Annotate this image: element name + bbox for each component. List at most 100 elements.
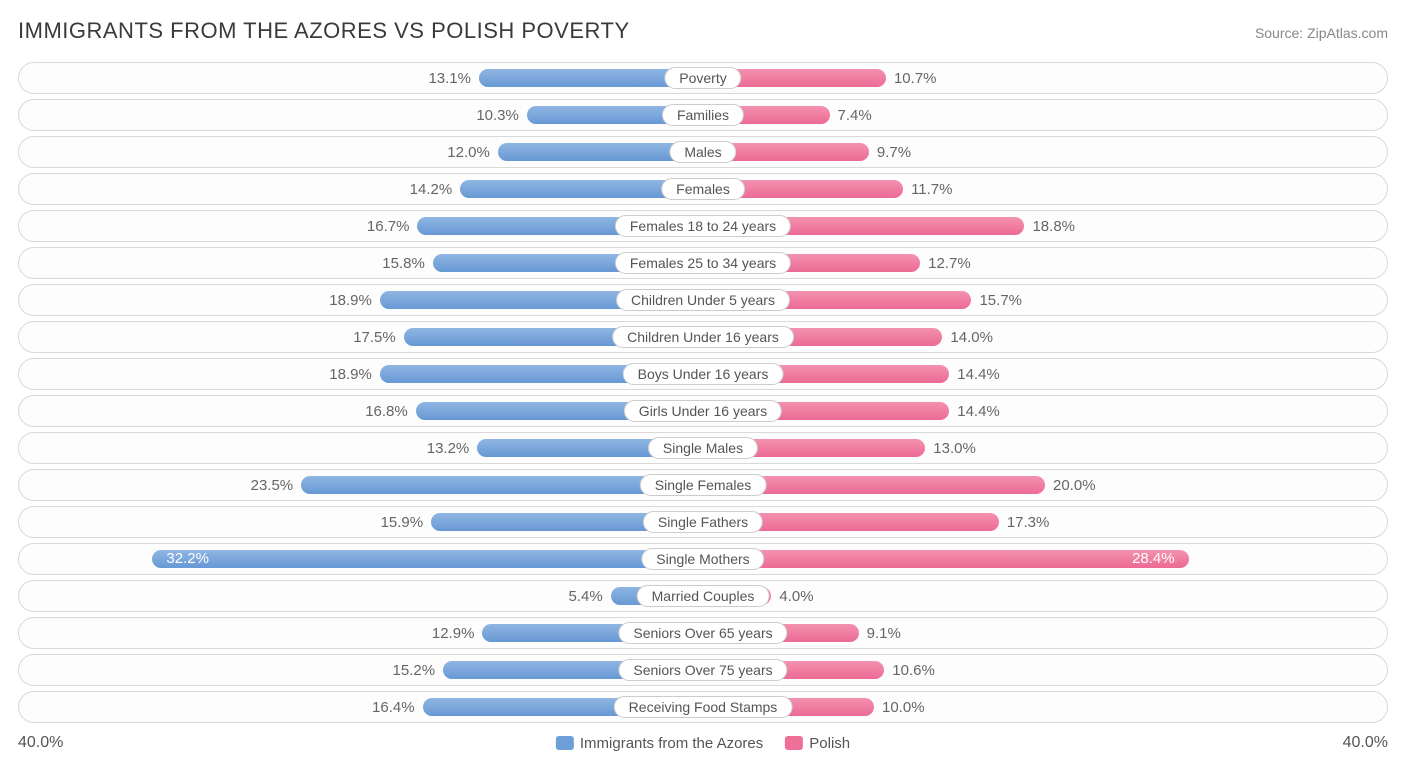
left-value-label: 12.9% <box>424 625 483 642</box>
left-value-label: 23.5% <box>243 477 302 494</box>
chart-row: 16.8%14.4%Girls Under 16 years <box>18 395 1388 427</box>
left-value-label: 16.4% <box>364 699 423 716</box>
left-bar: 32.2% <box>152 550 703 568</box>
row-right-half: 10.6% <box>703 655 1387 685</box>
right-value-label: 7.4% <box>830 107 880 124</box>
legend-item-left: Immigrants from the Azores <box>556 735 763 752</box>
right-value-label: 9.7% <box>869 144 919 161</box>
left-value-label: 15.8% <box>374 255 433 272</box>
category-label: Females <box>661 178 745 200</box>
row-right-half: 28.4% <box>703 544 1387 574</box>
axis-max-right: 40.0% <box>1343 734 1388 752</box>
diverging-bar-chart: 13.1% 10.7% Poverty 10.3% 7.4% Families 12.0% 9… <box>18 62 1388 723</box>
row-left-half: 15.8% <box>19 248 703 278</box>
right-value-label: 14.0% <box>942 329 1001 346</box>
row-right-half: 18.8% <box>703 211 1387 241</box>
header: IMMIGRANTS FROM THE AZORES VS POLISH POV… <box>18 18 1388 44</box>
row-right-half: 7.4% <box>703 100 1387 130</box>
left-value-label: 13.1% <box>420 70 479 87</box>
chart-row: 32.2%28.4%Single Mothers <box>18 543 1388 575</box>
chart-row: 18.9% 14.4% Boys Under 16 years <box>18 358 1388 390</box>
row-left-half: 10.3% <box>19 100 703 130</box>
row-right-half: 9.1% <box>703 618 1387 648</box>
category-label: Seniors Over 65 years <box>618 622 787 644</box>
row-left-half: 18.9% <box>19 285 703 315</box>
row-left-half: 13.1% <box>19 63 703 93</box>
category-label: Single Fathers <box>643 511 763 533</box>
row-left-half: 13.2% <box>19 433 703 463</box>
category-label: Males <box>669 141 736 163</box>
right-value-label: 10.0% <box>874 699 933 716</box>
category-label: Children Under 16 years <box>612 326 794 348</box>
left-value-label: 5.4% <box>560 588 610 605</box>
row-right-half: 10.0% <box>703 692 1387 722</box>
category-label: Boys Under 16 years <box>623 363 784 385</box>
row-left-half: 12.0% <box>19 137 703 167</box>
row-left-half: 14.2% <box>19 174 703 204</box>
source-label: Source: ZipAtlas.com <box>1255 25 1388 41</box>
category-label: Poverty <box>664 67 741 89</box>
row-left-half: 17.5% <box>19 322 703 352</box>
row-right-half: 20.0% <box>703 470 1387 500</box>
row-right-half: 13.0% <box>703 433 1387 463</box>
right-bar: 28.4% <box>703 550 1189 568</box>
left-value-label: 17.5% <box>345 329 404 346</box>
legend-item-right: Polish <box>785 735 850 752</box>
category-label: Single Females <box>640 474 767 496</box>
left-value-label: 15.9% <box>373 514 432 531</box>
axis-max-left: 40.0% <box>18 734 63 752</box>
legend-swatch-right <box>785 736 803 750</box>
left-value-label: 10.3% <box>468 107 527 124</box>
right-value-label: 20.0% <box>1045 477 1104 494</box>
chart-row: 12.0% 9.7% Males <box>18 136 1388 168</box>
right-value-label: 10.6% <box>884 662 943 679</box>
chart-row: 13.2% 13.0% Single Males <box>18 432 1388 464</box>
chart-row: 5.4% 4.0%Married Couples <box>18 580 1388 612</box>
right-value-label: 14.4% <box>949 366 1008 383</box>
legend: Immigrants from the Azores Polish <box>556 735 850 752</box>
legend-label-right: Polish <box>809 735 850 752</box>
legend-swatch-left <box>556 736 574 750</box>
category-label: Single Males <box>648 437 758 459</box>
category-label: Families <box>662 104 744 126</box>
right-value-label: 18.8% <box>1024 218 1083 235</box>
row-right-half: 11.7% <box>703 174 1387 204</box>
row-right-half: 9.7% <box>703 137 1387 167</box>
row-right-half: 4.0% <box>703 581 1387 611</box>
left-value-label: 13.2% <box>419 440 478 457</box>
chart-row: 15.9% 17.3%Single Fathers <box>18 506 1388 538</box>
row-right-half: 17.3% <box>703 507 1387 537</box>
category-label: Seniors Over 75 years <box>618 659 787 681</box>
right-value-label: 13.0% <box>925 440 984 457</box>
left-value-label: 14.2% <box>402 181 461 198</box>
row-left-half: 16.7% <box>19 211 703 241</box>
chart-row: 14.2% 11.7% Females <box>18 173 1388 205</box>
chart-row: 16.7% 18.8% Females 18 to 24 years <box>18 210 1388 242</box>
row-left-half: 12.9% <box>19 618 703 648</box>
left-value-label: 18.9% <box>321 292 380 309</box>
right-value-label: 10.7% <box>886 70 945 87</box>
category-label: Receiving Food Stamps <box>614 696 793 718</box>
legend-label-left: Immigrants from the Azores <box>580 735 763 752</box>
chart-row: 16.4% 10.0% Receiving Food Stamps <box>18 691 1388 723</box>
category-label: Single Mothers <box>641 548 764 570</box>
row-left-half: 5.4% <box>19 581 703 611</box>
row-left-half: 16.8% <box>19 396 703 426</box>
row-left-half: 15.2% <box>19 655 703 685</box>
right-value-label: 11.7% <box>903 181 960 198</box>
chart-row: 13.1% 10.7% Poverty <box>18 62 1388 94</box>
category-label: Females 18 to 24 years <box>615 215 791 237</box>
chart-title: IMMIGRANTS FROM THE AZORES VS POLISH POV… <box>18 18 630 44</box>
left-value-label: 12.0% <box>439 144 498 161</box>
left-value-label: 18.9% <box>321 366 380 383</box>
row-right-half: 14.0% <box>703 322 1387 352</box>
chart-row: 23.5% 20.0% Single Females <box>18 469 1388 501</box>
right-value-label: 12.7% <box>920 255 979 272</box>
chart-row: 18.9%15.7%Children Under 5 years <box>18 284 1388 316</box>
row-left-half: 15.9% <box>19 507 703 537</box>
chart-row: 10.3% 7.4% Families <box>18 99 1388 131</box>
category-label: Married Couples <box>637 585 770 607</box>
category-label: Girls Under 16 years <box>624 400 782 422</box>
left-value-label: 15.2% <box>385 662 444 679</box>
row-right-half: 14.4% <box>703 359 1387 389</box>
